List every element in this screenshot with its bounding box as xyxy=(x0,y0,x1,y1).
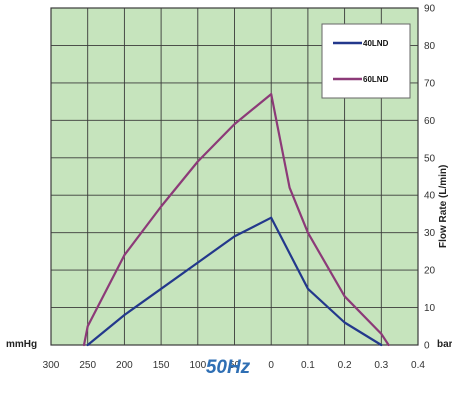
data-point-60lnd xyxy=(83,344,85,346)
x-tick-label: 100 xyxy=(189,360,206,371)
y-tick-label: 50 xyxy=(424,153,436,164)
x-tick-label: 0.3 xyxy=(374,360,388,371)
series-layer xyxy=(82,92,390,347)
legend-label-60lnd: 60LND xyxy=(363,75,389,84)
y-tick-label: 60 xyxy=(424,116,436,127)
x-unit-bar: bar xyxy=(437,339,452,350)
x-tick-label: 0.2 xyxy=(338,360,352,371)
x-unit-mmhg: mmHg xyxy=(6,339,37,350)
data-point-60lnd xyxy=(123,254,126,256)
x-tick-label: 0.1 xyxy=(301,360,315,371)
legend-label-40lnd: 40LND xyxy=(363,39,389,48)
data-point-40lnd xyxy=(197,261,199,264)
data-point-40lnd xyxy=(123,314,126,316)
data-point-60lnd xyxy=(86,325,89,328)
y-tick-label: 80 xyxy=(424,41,436,52)
y-tick-label: 0 xyxy=(424,341,430,352)
data-point-40lnd xyxy=(307,288,309,290)
y-tick-label: 10 xyxy=(424,303,436,314)
data-point-40lnd xyxy=(380,344,383,346)
x-tick-label: 0 xyxy=(268,360,274,371)
legend: 40LND 60LND xyxy=(321,23,411,99)
x-tick-label: 0.4 xyxy=(411,360,425,371)
y-tick-label: 20 xyxy=(424,266,436,277)
x-tick-label: 200 xyxy=(116,360,133,371)
y-tick-label: 30 xyxy=(424,228,436,239)
x-tick-label: 50 xyxy=(229,360,241,371)
data-point-40lnd xyxy=(160,288,162,290)
data-point-60lnd xyxy=(380,333,383,335)
y-tick-label: 70 xyxy=(424,78,436,89)
data-point-60lnd xyxy=(233,123,236,125)
x-tick-labels: 300 250 200 150 100 50 0 0.1 0.2 0.3 0.4 xyxy=(43,360,426,371)
data-point-40lnd xyxy=(343,321,346,324)
data-point-60lnd xyxy=(288,186,291,189)
data-point-60lnd xyxy=(160,205,162,208)
y-tick-label: 40 xyxy=(424,191,436,202)
data-point-60lnd xyxy=(387,344,390,346)
data-point-60lnd xyxy=(197,160,199,163)
y-tick-label: 90 xyxy=(424,4,436,15)
plot-border xyxy=(50,7,419,346)
data-point-60lnd xyxy=(307,231,309,234)
y-axis-label: Flow Rate (L/min) xyxy=(438,165,449,248)
x-tick-label: 300 xyxy=(43,360,60,371)
x-tick-label: 150 xyxy=(153,360,170,371)
data-point-60lnd xyxy=(343,295,346,298)
y-tick-labels: 0 10 20 30 40 50 60 70 80 90 xyxy=(424,4,436,352)
data-point-60lnd xyxy=(270,93,273,95)
data-point-40lnd xyxy=(233,235,236,238)
data-point-40lnd xyxy=(86,344,89,346)
series-line-60lnd xyxy=(82,92,390,347)
x-tick-label: 250 xyxy=(79,360,96,371)
frequency-caption: 50Hz xyxy=(206,357,251,378)
legend-box xyxy=(321,23,411,99)
data-point-40lnd xyxy=(270,216,273,219)
